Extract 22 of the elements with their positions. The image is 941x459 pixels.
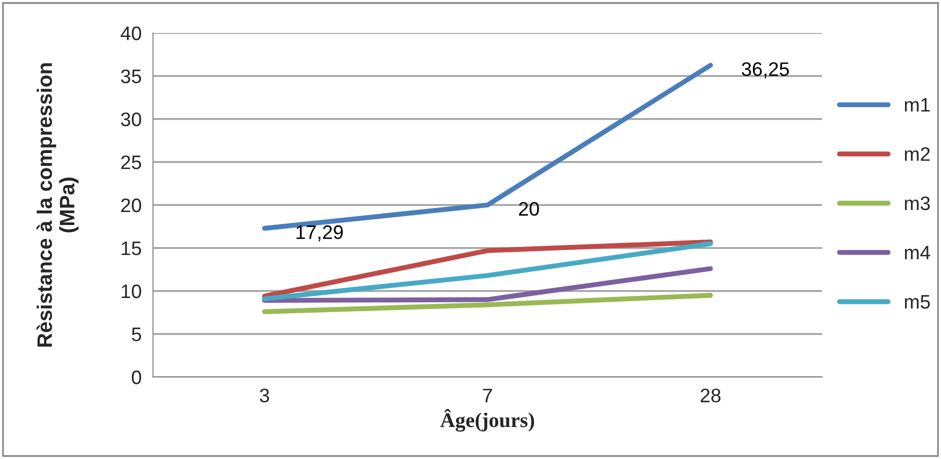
legend-label: m1 [904,98,930,112]
x-axis-title: Âge(jours) [440,409,534,432]
x-tick-label: 28 [700,388,720,402]
y-axis-title: Rèsistance à la compression (MPa) [36,63,79,347]
data-label: 36,25 [742,62,789,78]
y-tick-label: 25 [121,155,142,170]
x-tick-label: 7 [483,388,492,402]
legend-label: m4 [904,246,930,260]
y-tick-label: 20 [121,198,142,212]
y-tick-label: 15 [122,242,142,256]
y-tick-label: 0 [132,370,142,384]
y-tick-label: 10 [122,284,142,298]
y-tick-label: 35 [121,69,142,84]
legend-label: m3 [904,196,930,210]
data-label: 17,29 [296,225,343,242]
y-tick-label: 40 [120,26,142,40]
legend-label: m5 [904,295,930,309]
data-label: 20 [519,202,539,216]
y-tick-label: 30 [121,112,142,126]
legend-label: m2 [904,147,930,161]
x-tick-label: 3 [260,388,270,402]
y-tick-label: 5 [132,328,142,342]
